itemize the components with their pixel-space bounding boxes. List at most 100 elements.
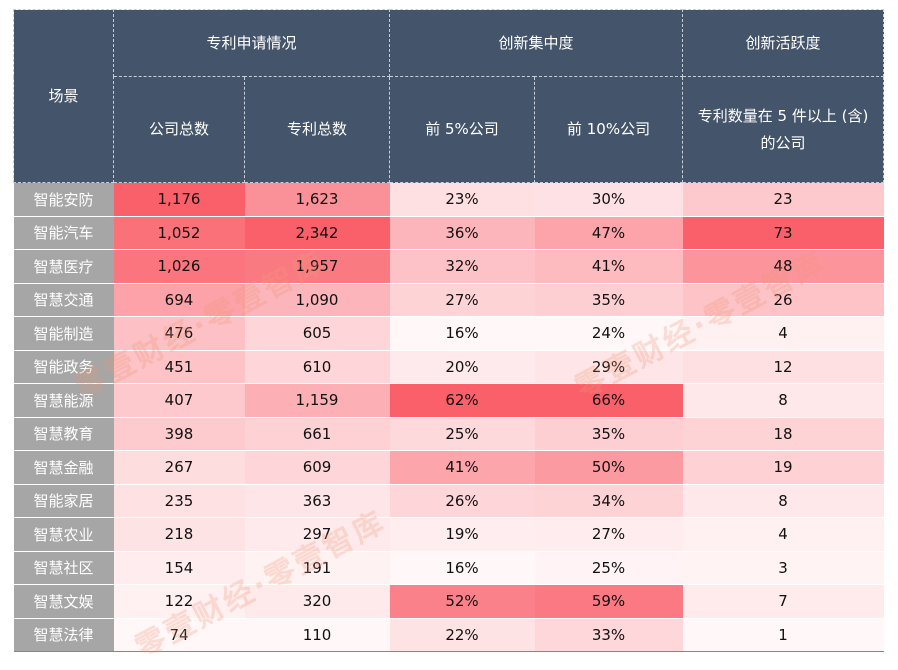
table-row: 智慧农业 218 297 19% 27% 4 [13, 517, 884, 552]
companies-5plus-cell: 1 [682, 618, 884, 652]
top10-cell: 35% [534, 417, 683, 451]
top5-cell: 62% [389, 383, 535, 418]
header-companies-5plus-patents: 专利数量在 5 件以上 (含) 的公司 [682, 76, 885, 183]
companies-5plus-cell: 26 [682, 283, 884, 317]
companies-5plus-cell: 3 [682, 551, 884, 585]
patent-total-cell: 191 [244, 551, 390, 585]
scene-label: 智慧文娱 [13, 584, 114, 619]
patent-table: 场景 专利申请情况 创新集中度 创新活跃度 公司总数 专利总数 前 5%公司 前… [13, 9, 885, 652]
top10-cell: 50% [534, 450, 683, 485]
scene-label: 智能安防 [13, 182, 114, 217]
scene-label: 智能汽车 [13, 216, 114, 250]
table-row: 智慧法律 74 110 22% 33% 1 [13, 618, 884, 652]
patent-total-cell: 609 [244, 450, 390, 485]
company-total-cell: 1,052 [113, 216, 245, 250]
header-scene: 场景 [13, 9, 114, 183]
header-top10-companies: 前 10%公司 [534, 76, 684, 183]
top5-cell: 32% [389, 249, 535, 284]
top5-cell: 25% [389, 417, 535, 451]
companies-5plus-cell: 4 [682, 316, 884, 351]
patent-total-cell: 320 [244, 584, 390, 619]
scene-label: 智能政务 [13, 350, 114, 384]
table-row: 智慧金融 267 609 41% 50% 19 [13, 450, 884, 485]
header-group-innovation-concentration: 创新集中度 [389, 9, 684, 77]
top5-cell: 16% [389, 551, 535, 585]
top5-cell: 23% [389, 182, 535, 217]
company-total-cell: 398 [113, 417, 245, 451]
table-row: 智慧教育 398 661 25% 35% 18 [13, 417, 884, 451]
patent-total-cell: 1,159 [244, 383, 390, 418]
patent-total-cell: 110 [244, 618, 390, 652]
scene-label: 智慧医疗 [13, 249, 114, 284]
scene-label: 智慧金融 [13, 450, 114, 485]
patent-total-cell: 2,342 [244, 216, 390, 250]
header-top5-companies: 前 5%公司 [389, 76, 536, 183]
companies-5plus-cell: 8 [682, 484, 884, 518]
table-row: 智慧文娱 122 320 52% 59% 7 [13, 584, 884, 619]
scene-label: 智慧社区 [13, 551, 114, 585]
patent-total-cell: 610 [244, 350, 390, 384]
table-row: 智慧能源 407 1,159 62% 66% 8 [13, 383, 884, 418]
company-total-cell: 218 [113, 517, 245, 552]
company-total-cell: 1,026 [113, 249, 245, 284]
top5-cell: 22% [389, 618, 535, 652]
top10-cell: 34% [534, 484, 683, 518]
companies-5plus-cell: 73 [682, 216, 884, 250]
top10-cell: 41% [534, 249, 683, 284]
company-total-cell: 267 [113, 450, 245, 485]
top5-cell: 27% [389, 283, 535, 317]
companies-5plus-cell: 8 [682, 383, 884, 418]
companies-5plus-cell: 18 [682, 417, 884, 451]
company-total-cell: 451 [113, 350, 245, 384]
top10-cell: 29% [534, 350, 683, 384]
companies-5plus-cell: 23 [682, 182, 884, 217]
company-total-cell: 407 [113, 383, 245, 418]
scene-label: 智能制造 [13, 316, 114, 351]
patent-total-cell: 363 [244, 484, 390, 518]
companies-5plus-cell: 19 [682, 450, 884, 485]
patent-total-cell: 605 [244, 316, 390, 351]
scene-label: 智慧法律 [13, 618, 114, 652]
table-row: 智能安防 1,176 1,623 23% 30% 23 [13, 182, 884, 217]
top10-cell: 33% [534, 618, 683, 652]
top5-cell: 41% [389, 450, 535, 485]
table-row: 智能制造 476 605 16% 24% 4 [13, 316, 884, 351]
patent-total-cell: 661 [244, 417, 390, 451]
company-total-cell: 476 [113, 316, 245, 351]
top10-cell: 47% [534, 216, 683, 250]
header-company-total: 公司总数 [113, 76, 245, 183]
top5-cell: 52% [389, 584, 535, 619]
patent-total-cell: 297 [244, 517, 390, 552]
patent-total-cell: 1,957 [244, 249, 390, 284]
top10-cell: 30% [534, 182, 683, 217]
top5-cell: 20% [389, 350, 535, 384]
header-patent-total: 专利总数 [243, 76, 391, 183]
top10-cell: 59% [534, 584, 683, 619]
companies-5plus-cell: 48 [682, 249, 884, 284]
company-total-cell: 74 [113, 618, 245, 652]
table-row: 智慧交通 694 1,090 27% 35% 26 [13, 283, 884, 317]
header-group-patent-application: 专利申请情况 [112, 9, 391, 77]
table-row: 智慧社区 154 191 16% 25% 3 [13, 551, 884, 585]
top5-cell: 19% [389, 517, 535, 552]
top5-cell: 26% [389, 484, 535, 518]
table-row: 智慧医疗 1,026 1,957 32% 41% 48 [13, 249, 884, 284]
top5-cell: 16% [389, 316, 535, 351]
patent-table-container: 场景 专利申请情况 创新集中度 创新活跃度 公司总数 专利总数 前 5%公司 前… [13, 9, 885, 652]
companies-5plus-cell: 12 [682, 350, 884, 384]
scene-label: 智慧农业 [13, 517, 114, 552]
table-row: 智能家居 235 363 26% 34% 8 [13, 484, 884, 518]
top10-cell: 24% [534, 316, 683, 351]
scene-label: 智慧能源 [13, 383, 114, 418]
company-total-cell: 154 [113, 551, 245, 585]
company-total-cell: 694 [113, 283, 245, 317]
table-body: 智能安防 1,176 1,623 23% 30% 23 智能汽车 1,052 2,342 36% 4… [13, 182, 884, 652]
top10-cell: 25% [534, 551, 683, 585]
top5-cell: 36% [389, 216, 535, 250]
company-total-cell: 235 [113, 484, 245, 518]
top10-cell: 35% [534, 283, 683, 317]
header-group-innovation-activity: 创新活跃度 [682, 9, 885, 77]
scene-label: 智慧教育 [13, 417, 114, 451]
table-row: 智能汽车 1,052 2,342 36% 47% 73 [13, 216, 884, 250]
table-row: 智能政务 451 610 20% 29% 12 [13, 350, 884, 384]
